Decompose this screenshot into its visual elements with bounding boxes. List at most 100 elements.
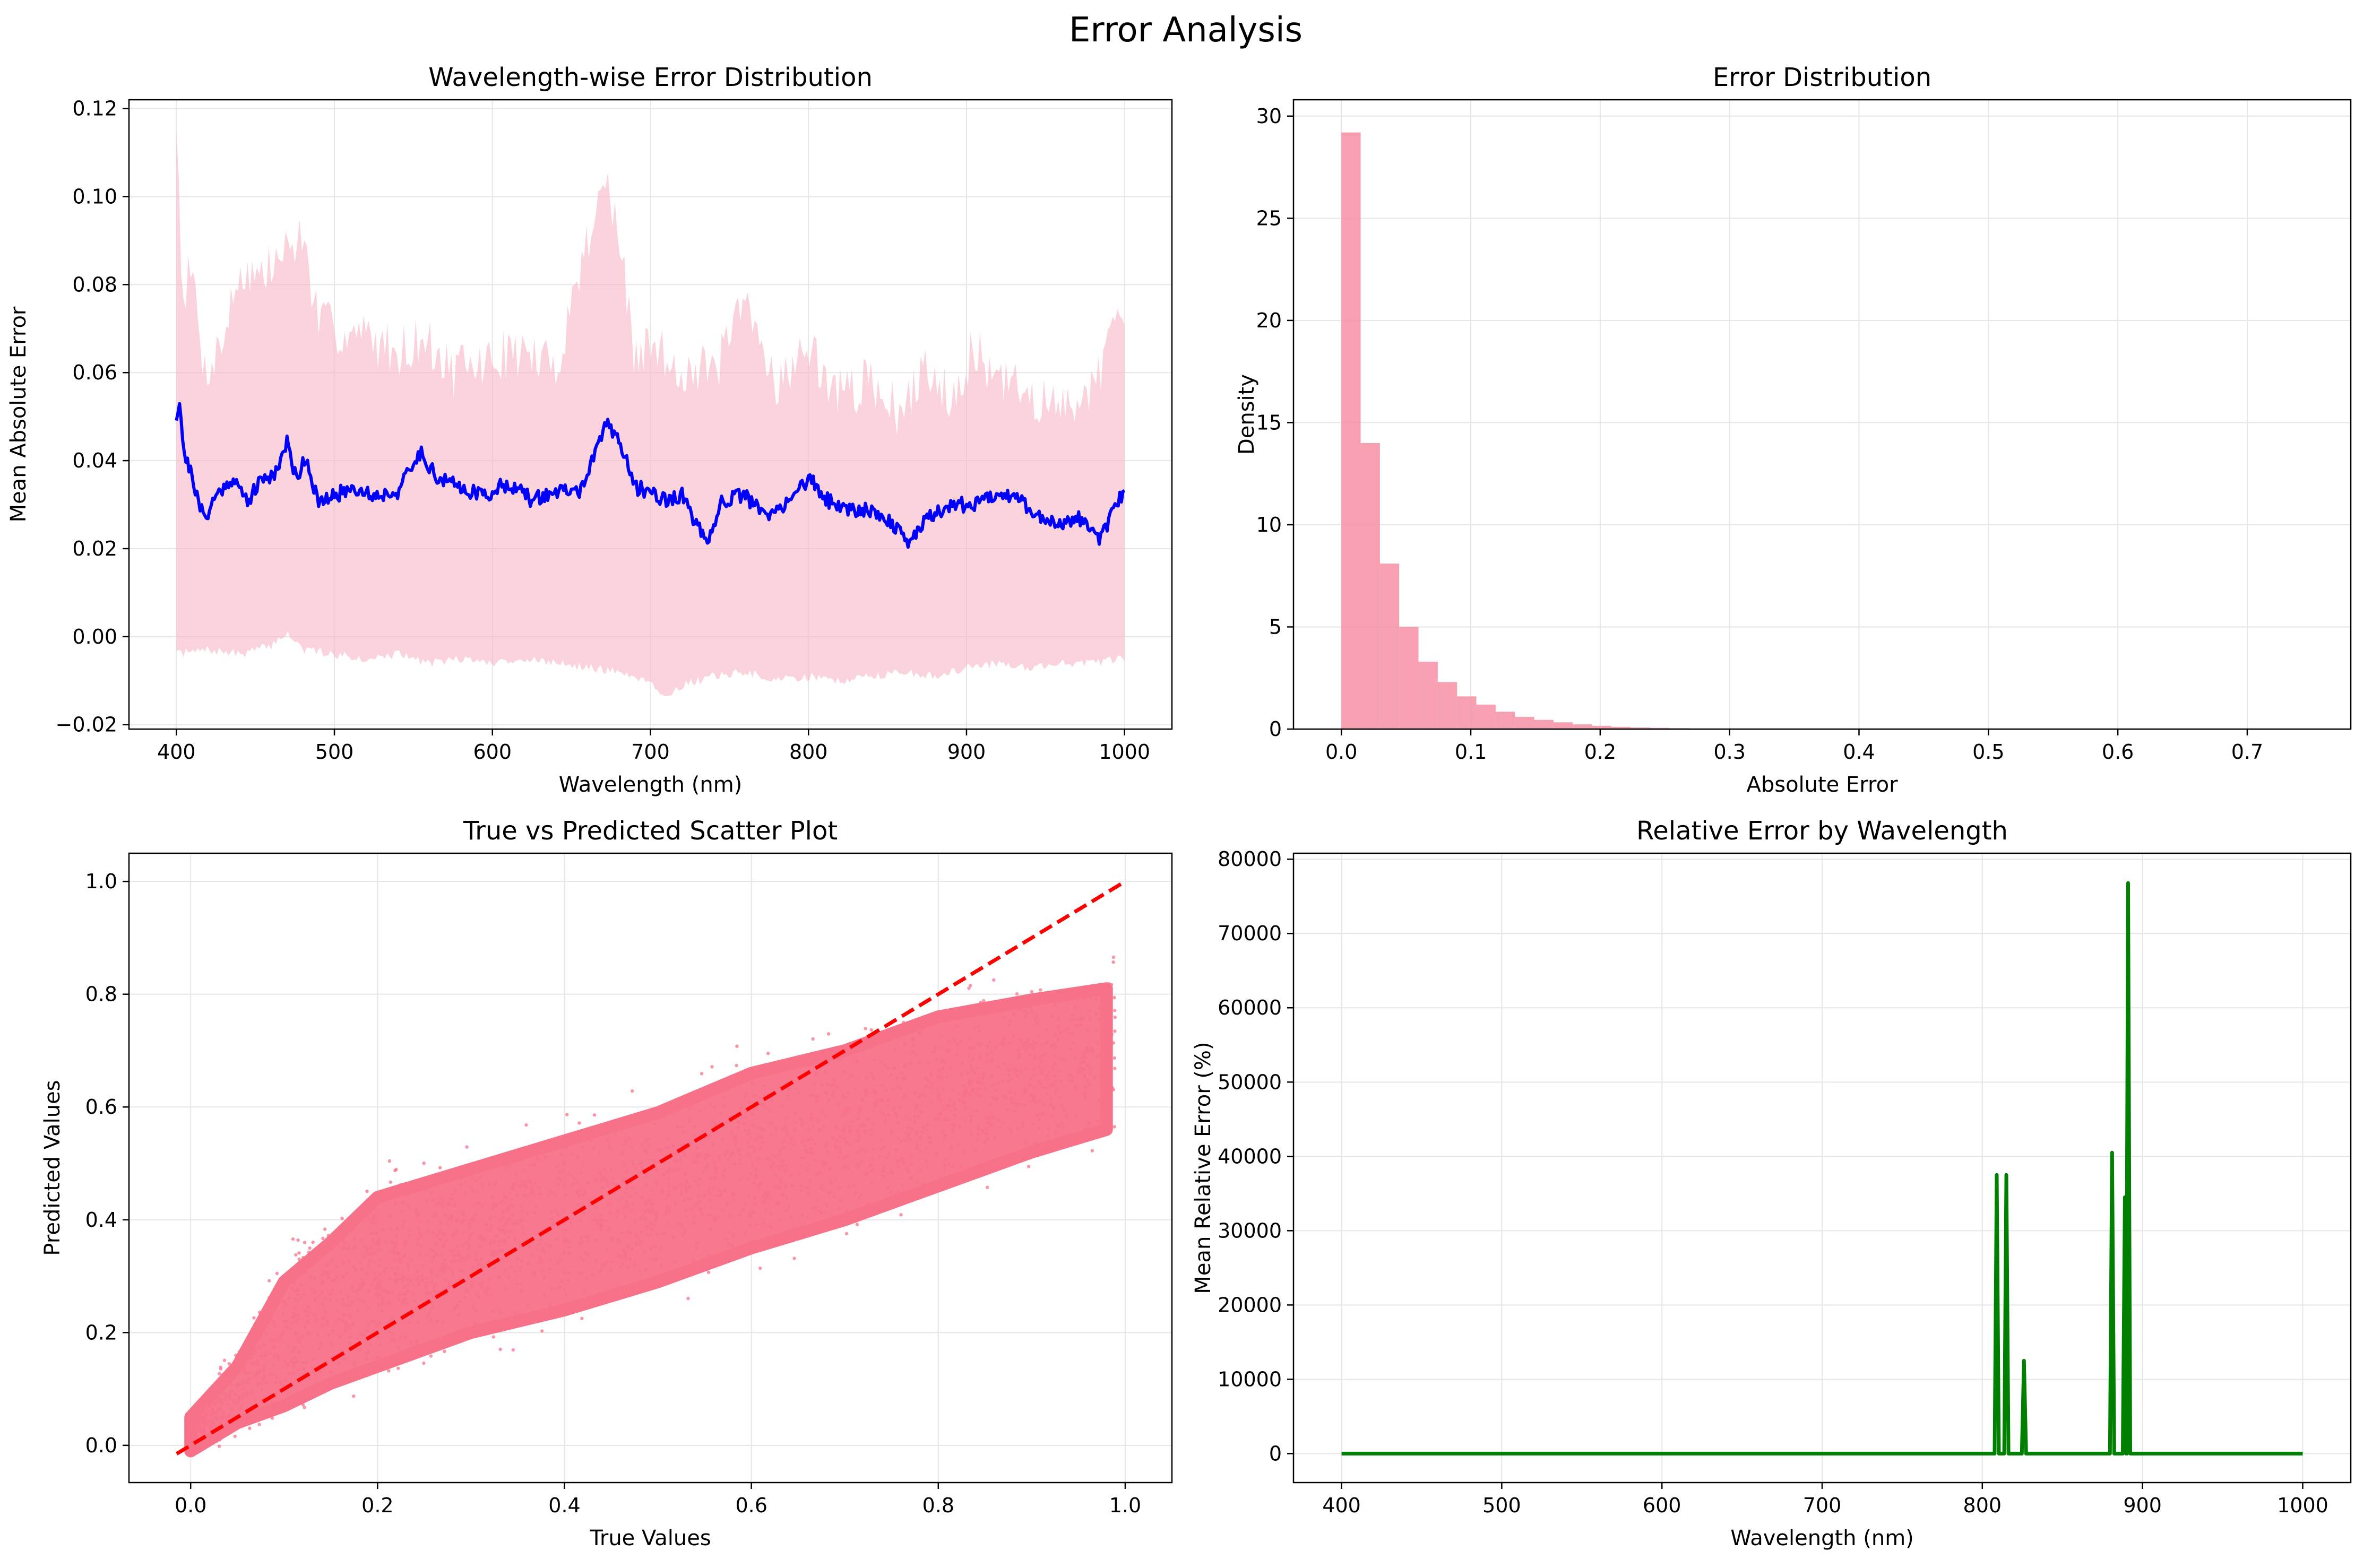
scatter-point bbox=[255, 1373, 259, 1377]
scatter-point bbox=[504, 1269, 507, 1272]
scatter-point bbox=[648, 1198, 652, 1202]
scatter-point bbox=[356, 1297, 360, 1301]
scatter-point bbox=[435, 1319, 439, 1323]
scatter-point bbox=[616, 1198, 620, 1202]
scatter-point bbox=[438, 1231, 442, 1235]
scatter-point bbox=[298, 1340, 302, 1344]
scatter-point bbox=[640, 1196, 643, 1199]
scatter-point bbox=[839, 1199, 843, 1203]
scatter-point bbox=[399, 1183, 402, 1187]
scatter-point bbox=[605, 1249, 609, 1253]
scatter-point bbox=[942, 1137, 946, 1141]
y-axis-label: Predicted Values bbox=[40, 1080, 65, 1255]
histogram-bar bbox=[1495, 712, 1515, 729]
scatter-point bbox=[549, 1258, 553, 1261]
scatter-point bbox=[878, 1110, 882, 1114]
scatter-point bbox=[644, 1268, 648, 1271]
scatter-point bbox=[1017, 1055, 1021, 1059]
scatter-point bbox=[277, 1337, 281, 1341]
scatter-point bbox=[815, 1199, 820, 1202]
mae-line bbox=[175, 402, 1126, 549]
scatter-point bbox=[403, 1292, 407, 1296]
scatter-point bbox=[1087, 1125, 1091, 1129]
scatter-point bbox=[1089, 1072, 1092, 1076]
scatter-point bbox=[1057, 1017, 1060, 1021]
scatter-point bbox=[523, 1180, 527, 1184]
scatter-point bbox=[1081, 1056, 1084, 1060]
scatter-point bbox=[283, 1302, 287, 1306]
scatter-point bbox=[927, 1062, 931, 1065]
scatter-point bbox=[559, 1258, 563, 1261]
scatter-point bbox=[695, 1201, 699, 1205]
scatter-point bbox=[533, 1211, 537, 1215]
scatter-point bbox=[592, 1113, 597, 1117]
scatter-point bbox=[1097, 1006, 1101, 1010]
scatter-point bbox=[290, 1348, 294, 1353]
scatter-point bbox=[425, 1281, 429, 1285]
scatter-point bbox=[373, 1252, 376, 1256]
scatter-point bbox=[708, 1185, 712, 1190]
scatter-point bbox=[610, 1260, 615, 1264]
scatter-point bbox=[647, 1209, 651, 1213]
y-tick-label: 0.04 bbox=[72, 449, 117, 472]
x-tick-label: 0.0 bbox=[1325, 740, 1357, 764]
scatter-point bbox=[991, 1096, 995, 1100]
scatter-point bbox=[343, 1241, 347, 1245]
scatter-point bbox=[639, 1216, 643, 1220]
scatter-point bbox=[824, 1211, 828, 1215]
scatter-point bbox=[1051, 1148, 1055, 1152]
scatter-point bbox=[806, 1191, 810, 1195]
scatter-point bbox=[493, 1239, 496, 1243]
scatter-point bbox=[1113, 1015, 1117, 1019]
scatter-point bbox=[245, 1393, 249, 1397]
axes-frame bbox=[128, 99, 1173, 730]
scatter-point bbox=[1101, 1075, 1105, 1079]
scatter-point bbox=[539, 1261, 544, 1264]
scatter-point bbox=[919, 1110, 924, 1114]
scatter-point bbox=[1038, 1127, 1041, 1130]
scatter-point bbox=[838, 1150, 842, 1154]
scatter-point bbox=[666, 1177, 670, 1181]
y-tick-label: 30 bbox=[1256, 105, 1282, 128]
scatter-point bbox=[1056, 1123, 1060, 1127]
scatter-point bbox=[230, 1383, 234, 1387]
scatter-point bbox=[902, 1161, 906, 1165]
scatter-point bbox=[708, 1198, 712, 1202]
scatter-point bbox=[422, 1361, 426, 1365]
scatter-point bbox=[486, 1228, 490, 1232]
scatter-point bbox=[458, 1254, 461, 1258]
scatter-point bbox=[929, 1101, 933, 1104]
y-tick-label: 0.08 bbox=[72, 273, 117, 296]
scatter-point bbox=[287, 1371, 290, 1375]
scatter-point bbox=[220, 1431, 223, 1435]
scatter-point bbox=[941, 1067, 945, 1070]
scatter-point bbox=[210, 1407, 214, 1411]
scatter-point bbox=[1088, 1009, 1092, 1012]
scatter-point bbox=[662, 1173, 666, 1176]
scatter-point bbox=[464, 1288, 468, 1292]
scatter-point bbox=[649, 1227, 653, 1231]
scatter-point bbox=[911, 1044, 916, 1048]
scatter-point bbox=[869, 1028, 873, 1032]
scatter-point bbox=[629, 1194, 633, 1199]
scatter-point bbox=[200, 1399, 204, 1402]
scatter-point bbox=[599, 1179, 603, 1183]
scatter-point bbox=[707, 1189, 711, 1193]
scatter-point bbox=[502, 1194, 506, 1198]
scatter-point bbox=[411, 1292, 415, 1295]
scatter-point bbox=[916, 1142, 919, 1147]
scatter-point bbox=[1034, 1101, 1038, 1105]
scatter-point bbox=[826, 1151, 830, 1155]
scatter-point bbox=[866, 1202, 870, 1206]
scatter-point bbox=[453, 1306, 457, 1310]
scatter-point bbox=[381, 1296, 385, 1300]
scatter-point bbox=[430, 1280, 434, 1284]
scatter-point bbox=[798, 1172, 801, 1176]
scatter-point bbox=[398, 1349, 402, 1354]
scatter-point bbox=[924, 1127, 928, 1131]
scatter-point bbox=[606, 1203, 610, 1207]
scatter-point bbox=[909, 1052, 913, 1056]
panel-title: True vs Predicted Scatter Plot bbox=[463, 816, 838, 846]
scatter-point bbox=[910, 1154, 914, 1157]
scatter-point bbox=[593, 1179, 597, 1182]
